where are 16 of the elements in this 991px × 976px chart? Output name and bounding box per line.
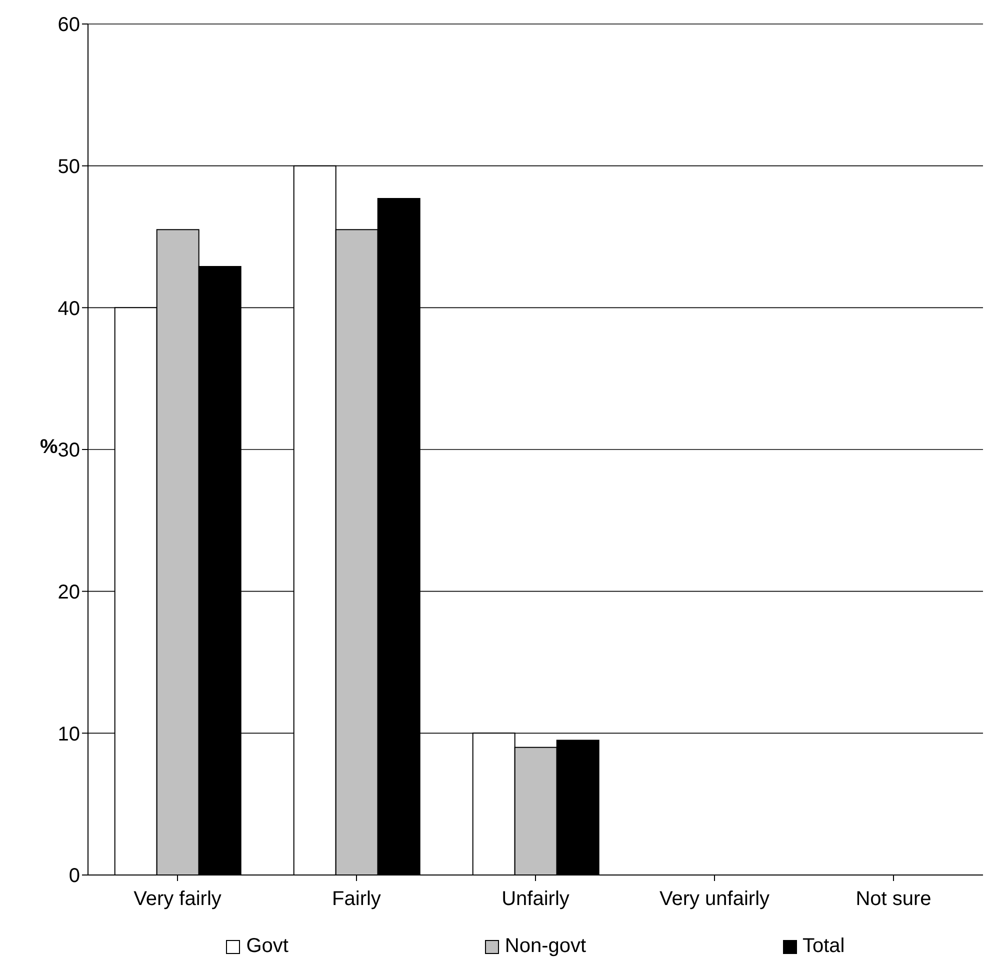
y-axis-title: %: [40, 436, 58, 459]
legend-label: Non-govt: [504, 935, 586, 958]
y-tick-label: 40: [58, 298, 80, 320]
legend-label: Total: [802, 935, 845, 958]
x-tick-label: Not sure: [856, 888, 932, 910]
x-tick-label: Unfairly: [502, 888, 570, 910]
y-tick-label: 0: [68, 865, 80, 888]
y-tick-label: 20: [58, 581, 80, 604]
y-tick-label: 60: [58, 14, 80, 36]
y-tick-label: 50: [58, 156, 80, 178]
x-tick-label: Very unfairly: [659, 888, 770, 910]
legend-label: Govt: [245, 935, 288, 958]
y-tick-label: 30: [58, 440, 80, 462]
x-tick-label: Fairly: [332, 888, 381, 910]
x-tick-label: Very fairly: [134, 888, 222, 910]
y-tick-label: 10: [58, 723, 80, 746]
